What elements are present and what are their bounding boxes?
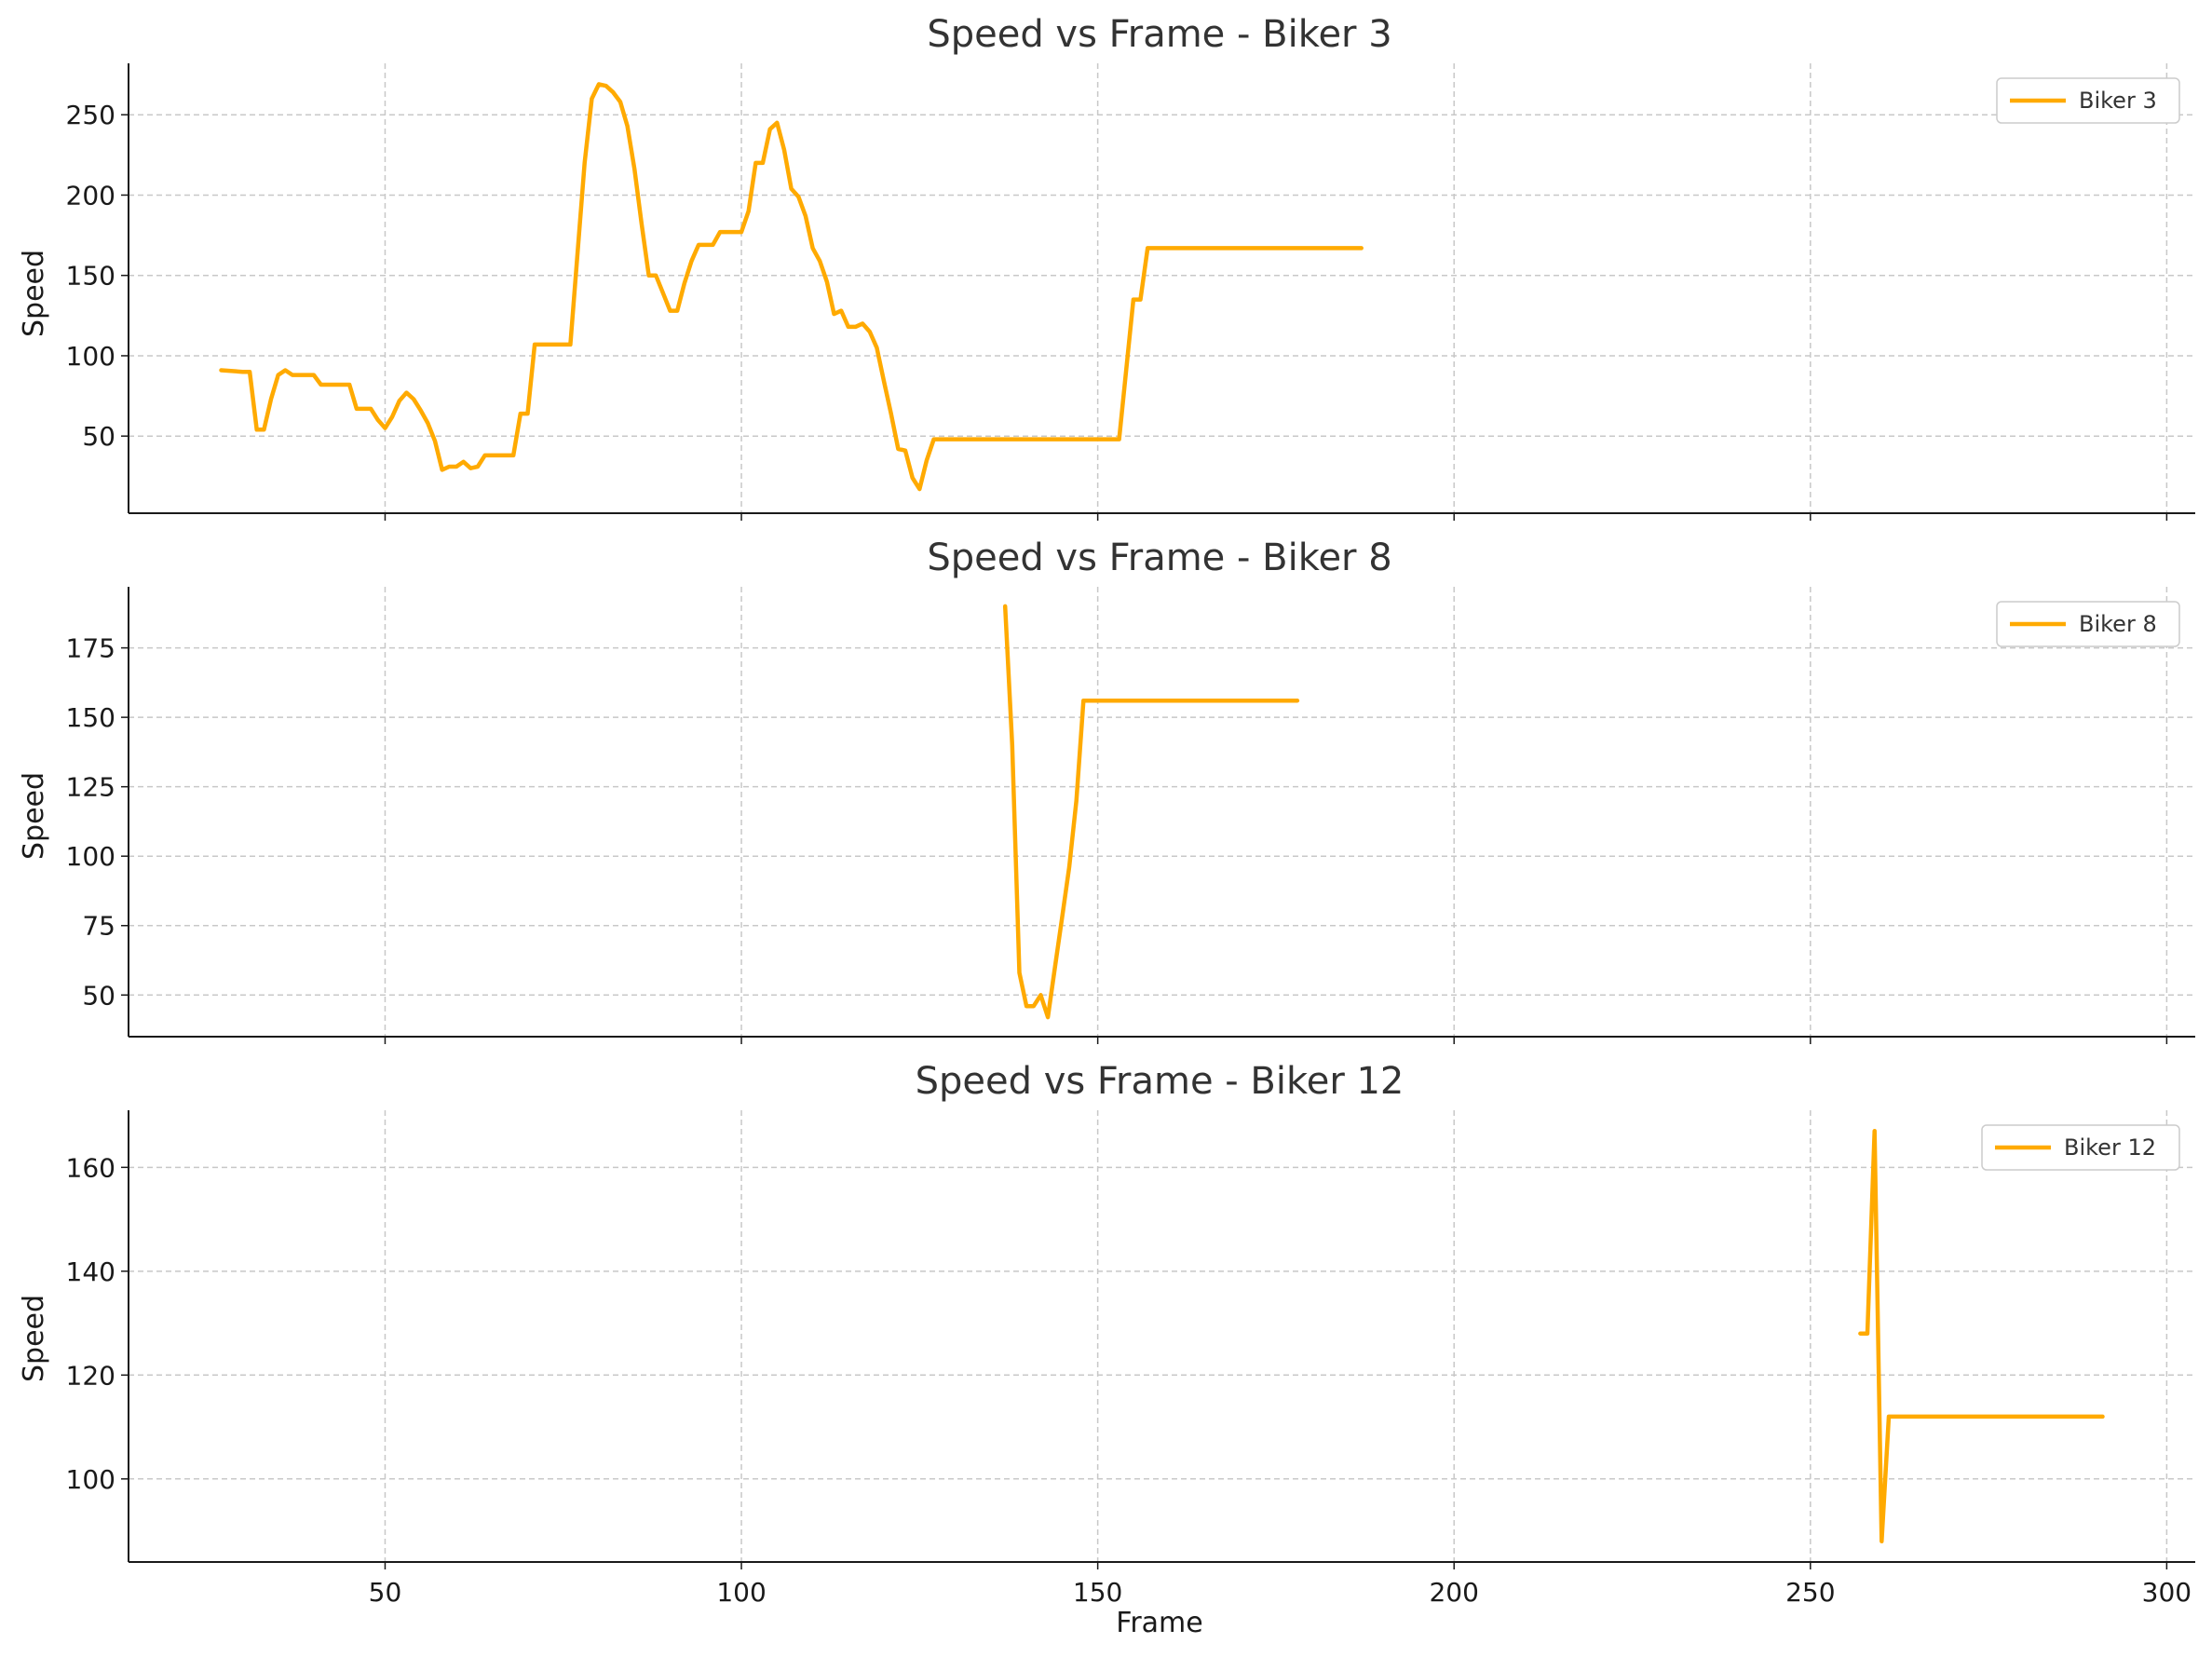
y-axis-label: Speed xyxy=(18,250,50,337)
subplot-biker-8: Speed vs Frame - Biker 8 50 75 100 125 150 17… xyxy=(18,536,2195,1044)
subplot-title: Speed vs Frame - Biker 12 xyxy=(916,1060,1405,1103)
x-axis-label: Frame xyxy=(1116,1607,1202,1639)
x-tick-label: 250 xyxy=(1785,1577,1835,1608)
series-line xyxy=(1858,1129,2105,1543)
legend-label: Biker 8 xyxy=(2079,611,2157,637)
x-tick-label: 300 xyxy=(2142,1577,2192,1608)
y-tick-label: 100 xyxy=(66,1464,115,1495)
y-tick-label: 50 xyxy=(82,421,115,452)
y-axis-label: Speed xyxy=(18,772,50,860)
legend: Biker 8 xyxy=(1996,601,2180,647)
series-line xyxy=(219,82,1364,492)
subplot-title: Speed vs Frame - Biker 8 xyxy=(927,536,1391,579)
legend: Biker 12 xyxy=(1981,1124,2180,1171)
subplot-title: Speed vs Frame - Biker 3 xyxy=(927,13,1391,56)
x-tick-label: 150 xyxy=(1073,1577,1122,1608)
y-tick-label: 100 xyxy=(66,341,115,372)
y-tick-label: 120 xyxy=(66,1360,115,1391)
y-tick-label: 150 xyxy=(66,261,115,292)
x-tick-label: 100 xyxy=(716,1577,766,1608)
y-tick-label: 140 xyxy=(66,1256,115,1287)
legend-label: Biker 3 xyxy=(2079,88,2157,114)
subplot-biker-12: Speed vs Frame - Biker 12 50 100 150 200 250… xyxy=(18,1060,2195,1639)
legend-frame xyxy=(1996,77,2180,124)
legend-label: Biker 12 xyxy=(2064,1134,2156,1161)
y-tick-label: 75 xyxy=(82,911,115,942)
legend: Biker 3 xyxy=(1996,77,2180,124)
y-tick-label: 200 xyxy=(66,180,115,211)
y-tick-label: 175 xyxy=(66,633,115,664)
series-line xyxy=(1002,604,1300,1020)
y-tick-label: 160 xyxy=(66,1152,115,1183)
y-tick-label: 125 xyxy=(66,772,115,803)
legend-frame xyxy=(1996,601,2180,647)
y-tick-label: 250 xyxy=(66,100,115,130)
y-tick-label: 50 xyxy=(82,980,115,1011)
legend-frame xyxy=(1981,1124,2180,1171)
x-tick-label: 50 xyxy=(369,1577,402,1608)
y-tick-label: 150 xyxy=(66,702,115,733)
subplot-biker-3: Speed vs Frame - Biker 3 50100150200250 … xyxy=(18,13,2195,521)
x-tick-label: 200 xyxy=(1429,1577,1478,1608)
y-tick-label: 100 xyxy=(66,841,115,872)
y-axis-label: Speed xyxy=(18,1295,50,1382)
